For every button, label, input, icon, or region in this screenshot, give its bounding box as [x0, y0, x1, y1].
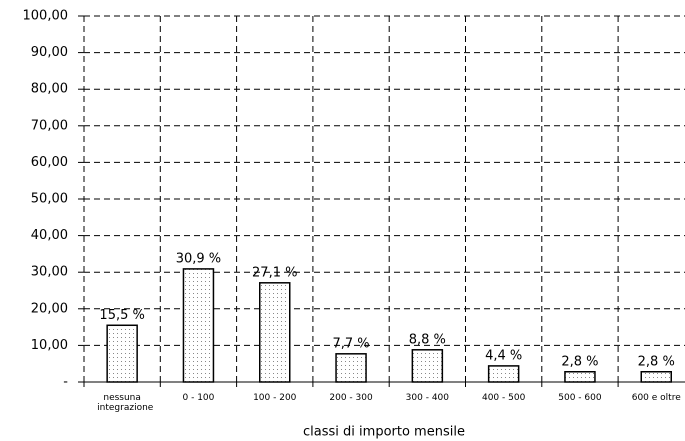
value-label: 15,5 % — [99, 308, 144, 323]
value-label: 27,1 % — [252, 265, 297, 280]
value-label: 2,8 % — [561, 354, 598, 369]
bar — [259, 282, 291, 383]
value-label: 4,4 % — [485, 348, 522, 363]
y-tick-label: 10,00 — [31, 338, 68, 353]
value-label: 7,7 % — [332, 336, 369, 351]
x-tick-label: nessuna integrazione — [97, 393, 154, 413]
bar — [411, 349, 444, 383]
x-tick-label: 300 - 400 — [405, 393, 449, 403]
x-tick-label: 600 e oltre — [631, 393, 681, 403]
x-tick-label: 0 - 100 — [182, 393, 215, 403]
x-tick-label: 400 - 500 — [481, 393, 526, 403]
y-tick-label: 70,00 — [31, 118, 68, 133]
x-tick-label: 100 - 200 — [253, 393, 297, 403]
value-label: 8,8 % — [409, 332, 446, 347]
y-tick-label: 90,00 — [31, 45, 68, 60]
bar — [182, 268, 215, 383]
y-tick-label: 50,00 — [31, 192, 68, 207]
y-tick-label: 60,00 — [31, 155, 68, 170]
y-tick-label: 30,00 — [31, 265, 68, 280]
value-label: 2,8 % — [638, 354, 675, 369]
bar — [487, 365, 520, 383]
y-tick-label: - — [63, 375, 68, 390]
y-tick-label: 40,00 — [31, 228, 68, 243]
bar — [335, 353, 367, 383]
x-tick-label: 200 - 300 — [329, 393, 373, 403]
y-tick-label: 100,00 — [23, 9, 69, 24]
bar — [564, 371, 596, 383]
x-tick-label: 500 - 600 — [558, 393, 602, 403]
y-tick-label: 80,00 — [31, 82, 68, 97]
x-axis-title: classi di importo mensile — [303, 425, 465, 440]
value-label: 30,9 % — [176, 251, 221, 266]
bar — [640, 371, 672, 383]
y-tick-label: 20,00 — [31, 301, 68, 316]
bar — [106, 324, 138, 383]
